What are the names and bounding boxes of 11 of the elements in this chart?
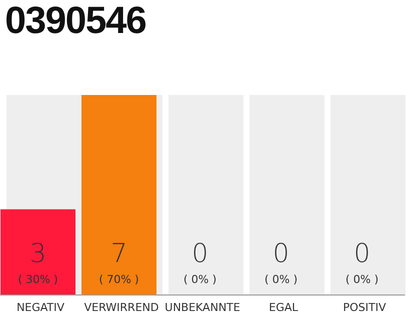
data-label: 0 ( 0% ) [264, 239, 298, 286]
data-label: 0 ( 0% ) [183, 239, 216, 286]
data-label: 3 ( 30% ) [18, 239, 58, 286]
data-label: 0 ( 0% ) [345, 239, 378, 286]
x-tick-label: POSITIV [342, 300, 386, 314]
x-tick-label: NEGATIV [16, 300, 65, 314]
x-tick-label: EGAL [268, 300, 299, 314]
chart-title: 0390546 [5, 0, 146, 43]
data-label: 7 ( 70% ) [98, 239, 139, 286]
x-tick-label: UNBEKANNTE [164, 300, 240, 314]
x-tick-label: VERWIRREND [84, 300, 159, 314]
